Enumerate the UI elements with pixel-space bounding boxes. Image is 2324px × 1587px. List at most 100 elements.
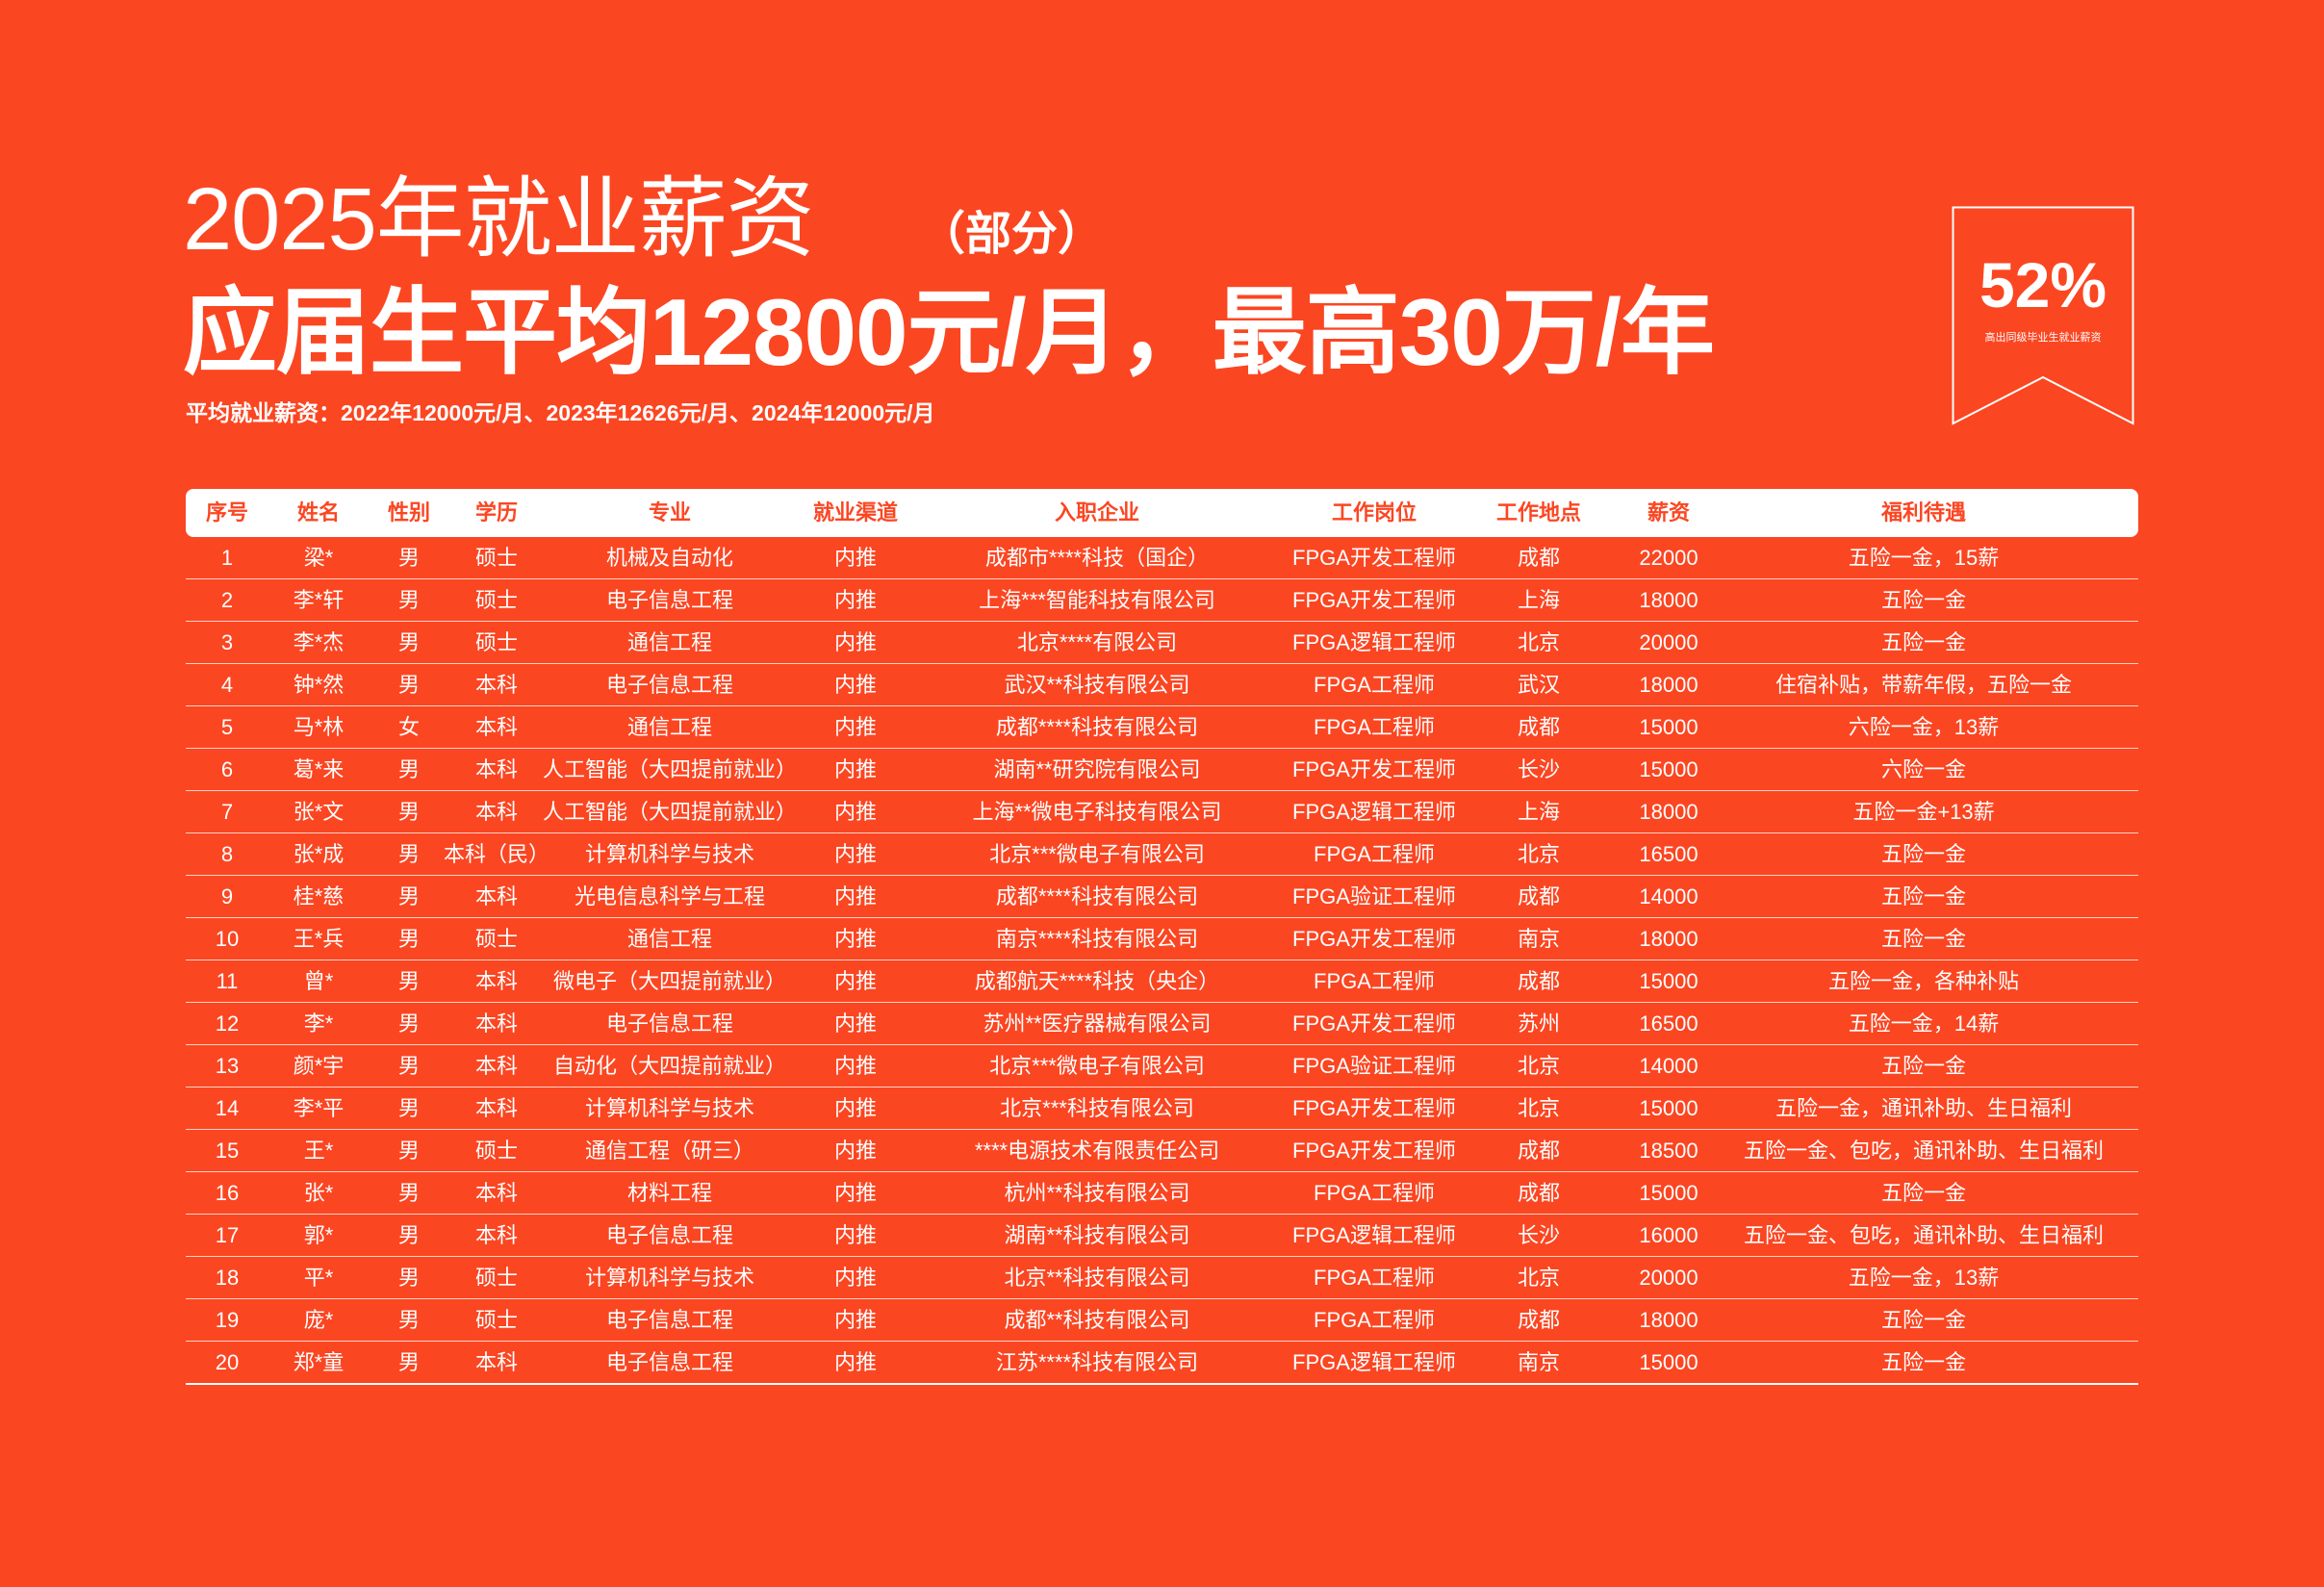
table-cell: 人工智能（大四提前就业） — [542, 800, 798, 824]
table-cell: 李* — [303, 1011, 334, 1036]
table-cell: 1 — [220, 546, 234, 570]
table-cell: 18000 — [1639, 800, 1698, 824]
table-cell: 自动化（大四提前就业） — [552, 1054, 787, 1078]
table-cell: 通信工程 — [626, 927, 713, 951]
table-cell: 杭州**科技有限公司 — [1004, 1181, 1190, 1205]
table-cell: 本科 — [474, 1223, 519, 1247]
table-cell: 硕士 — [474, 588, 519, 612]
table-cell: 男 — [397, 1266, 421, 1290]
table-cell: 颜*宇 — [293, 1054, 345, 1078]
table-cell: 成都 — [1517, 1181, 1561, 1205]
table-cell: 6 — [220, 757, 234, 781]
table-cell: 五险一金、包吃，通讯补助、生日福利 — [1743, 1139, 2105, 1163]
table-cell: 内推 — [833, 1054, 878, 1078]
table-cell: 庞* — [303, 1308, 334, 1332]
table-cell: 李*轩 — [293, 588, 345, 612]
table-cell: 微电子（大四提前就业） — [552, 969, 787, 993]
table-cell: 内推 — [833, 715, 878, 739]
table-cell: FPGA开发工程师 — [1292, 1096, 1456, 1120]
table-cell: 16500 — [1639, 1011, 1698, 1036]
table-cell: 内推 — [833, 1350, 878, 1374]
table-cell: 硕士 — [474, 1308, 519, 1332]
column-header: 入职企业 — [1054, 500, 1140, 525]
badge-ribbon — [1952, 206, 2134, 425]
table-cell: 五险一金 — [1880, 842, 1967, 866]
table-cell: 人工智能（大四提前就业） — [542, 757, 798, 781]
table-cell: 男 — [397, 757, 421, 781]
column-header: 专业 — [648, 500, 692, 525]
table-cell: 北京 — [1517, 1054, 1561, 1078]
table-cell: 五险一金 — [1880, 630, 1967, 654]
table-cell: 内推 — [833, 1139, 878, 1163]
table-cell: 男 — [397, 1096, 421, 1120]
table-cell: 15 — [215, 1139, 240, 1163]
table-cell: 内推 — [833, 800, 878, 824]
table-cell: 南京 — [1517, 927, 1561, 951]
table-cell: 成都 — [1517, 1308, 1561, 1332]
table-cell: 梁* — [303, 546, 334, 570]
table-cell: 电子信息工程 — [605, 1223, 734, 1247]
column-header: 薪资 — [1647, 500, 1691, 525]
table-cell: 电子信息工程 — [605, 1308, 734, 1332]
table-cell: 本科 — [474, 1011, 519, 1036]
table-cell: 本科 — [474, 800, 519, 824]
table-cell: 本科 — [474, 1054, 519, 1078]
row-divider — [186, 832, 2138, 833]
table-cell: FPGA工程师 — [1314, 673, 1435, 697]
table-cell: 成都 — [1517, 884, 1561, 909]
table-cell: 成都 — [1517, 1139, 1561, 1163]
table-cell: 7 — [220, 800, 234, 824]
table-cell: 五险一金 — [1880, 927, 1967, 951]
table-cell: 成都****科技有限公司 — [995, 884, 1199, 909]
column-header: 姓名 — [296, 500, 341, 525]
table-cell: 葛*来 — [293, 757, 345, 781]
table-cell: 郑*童 — [293, 1350, 345, 1374]
table-cell: 8 — [220, 842, 234, 866]
table-cell: 郭* — [303, 1223, 334, 1247]
table-cell: 内推 — [833, 1181, 878, 1205]
table-cell: 男 — [397, 927, 421, 951]
row-divider — [186, 748, 2138, 749]
table-cell: 18500 — [1639, 1139, 1698, 1163]
table-cell: 北京***微电子有限公司 — [989, 1054, 1205, 1078]
title: 2025年就业薪资 — [183, 170, 815, 269]
table-cell: 内推 — [833, 673, 878, 697]
table-cell: 电子信息工程 — [605, 673, 734, 697]
table-cell: 男 — [397, 884, 421, 909]
table-cell: 男 — [397, 1139, 421, 1163]
table-cell: 湖南**研究院有限公司 — [993, 757, 1201, 781]
table-cell: FPGA开发工程师 — [1292, 757, 1456, 781]
table-cell: 硕士 — [474, 1266, 519, 1290]
table-cell: 内推 — [833, 1308, 878, 1332]
table-cell: 16 — [215, 1181, 240, 1205]
row-divider — [186, 875, 2138, 876]
table-cell: 内推 — [833, 546, 878, 570]
title-note: （部分） — [919, 209, 1105, 260]
row-divider — [186, 1044, 2138, 1045]
table-cell: 南京****科技有限公司 — [995, 927, 1199, 951]
table-cell: 五险一金、包吃，通讯补助、生日福利 — [1743, 1223, 2105, 1247]
table-cell: 计算机科学与技术 — [584, 1266, 755, 1290]
table-cell: 上海**微电子科技有限公司 — [972, 800, 1222, 824]
table-cell: 上海***智能科技有限公司 — [979, 588, 1215, 612]
table-cell: 男 — [397, 1350, 421, 1374]
table-cell: 通信工程 — [626, 630, 713, 654]
table-cell: 18000 — [1639, 1308, 1698, 1332]
table-cell: FPGA工程师 — [1314, 842, 1435, 866]
table-cell: 硕士 — [474, 630, 519, 654]
table-cell: 江苏****科技有限公司 — [995, 1350, 1199, 1374]
table-cell: 11 — [216, 969, 239, 993]
table-cell: 成都**科技有限公司 — [1004, 1308, 1190, 1332]
column-header: 性别 — [387, 500, 431, 525]
row-divider — [186, 1256, 2138, 1257]
table-cell: 电子信息工程 — [605, 1350, 734, 1374]
table-cell: 5 — [220, 715, 234, 739]
table-cell: 北京***科技有限公司 — [1000, 1096, 1194, 1120]
table-cell: 本科 — [474, 757, 519, 781]
table-cell: FPGA逻辑工程师 — [1292, 1223, 1456, 1247]
table-cell: 硕士 — [474, 1139, 519, 1163]
table-cell: 五险一金，15薪 — [1848, 546, 2000, 570]
table-cell: 通信工程 — [626, 715, 713, 739]
table-cell: 20000 — [1639, 1266, 1698, 1290]
badge-value: 52% — [1979, 249, 2107, 320]
